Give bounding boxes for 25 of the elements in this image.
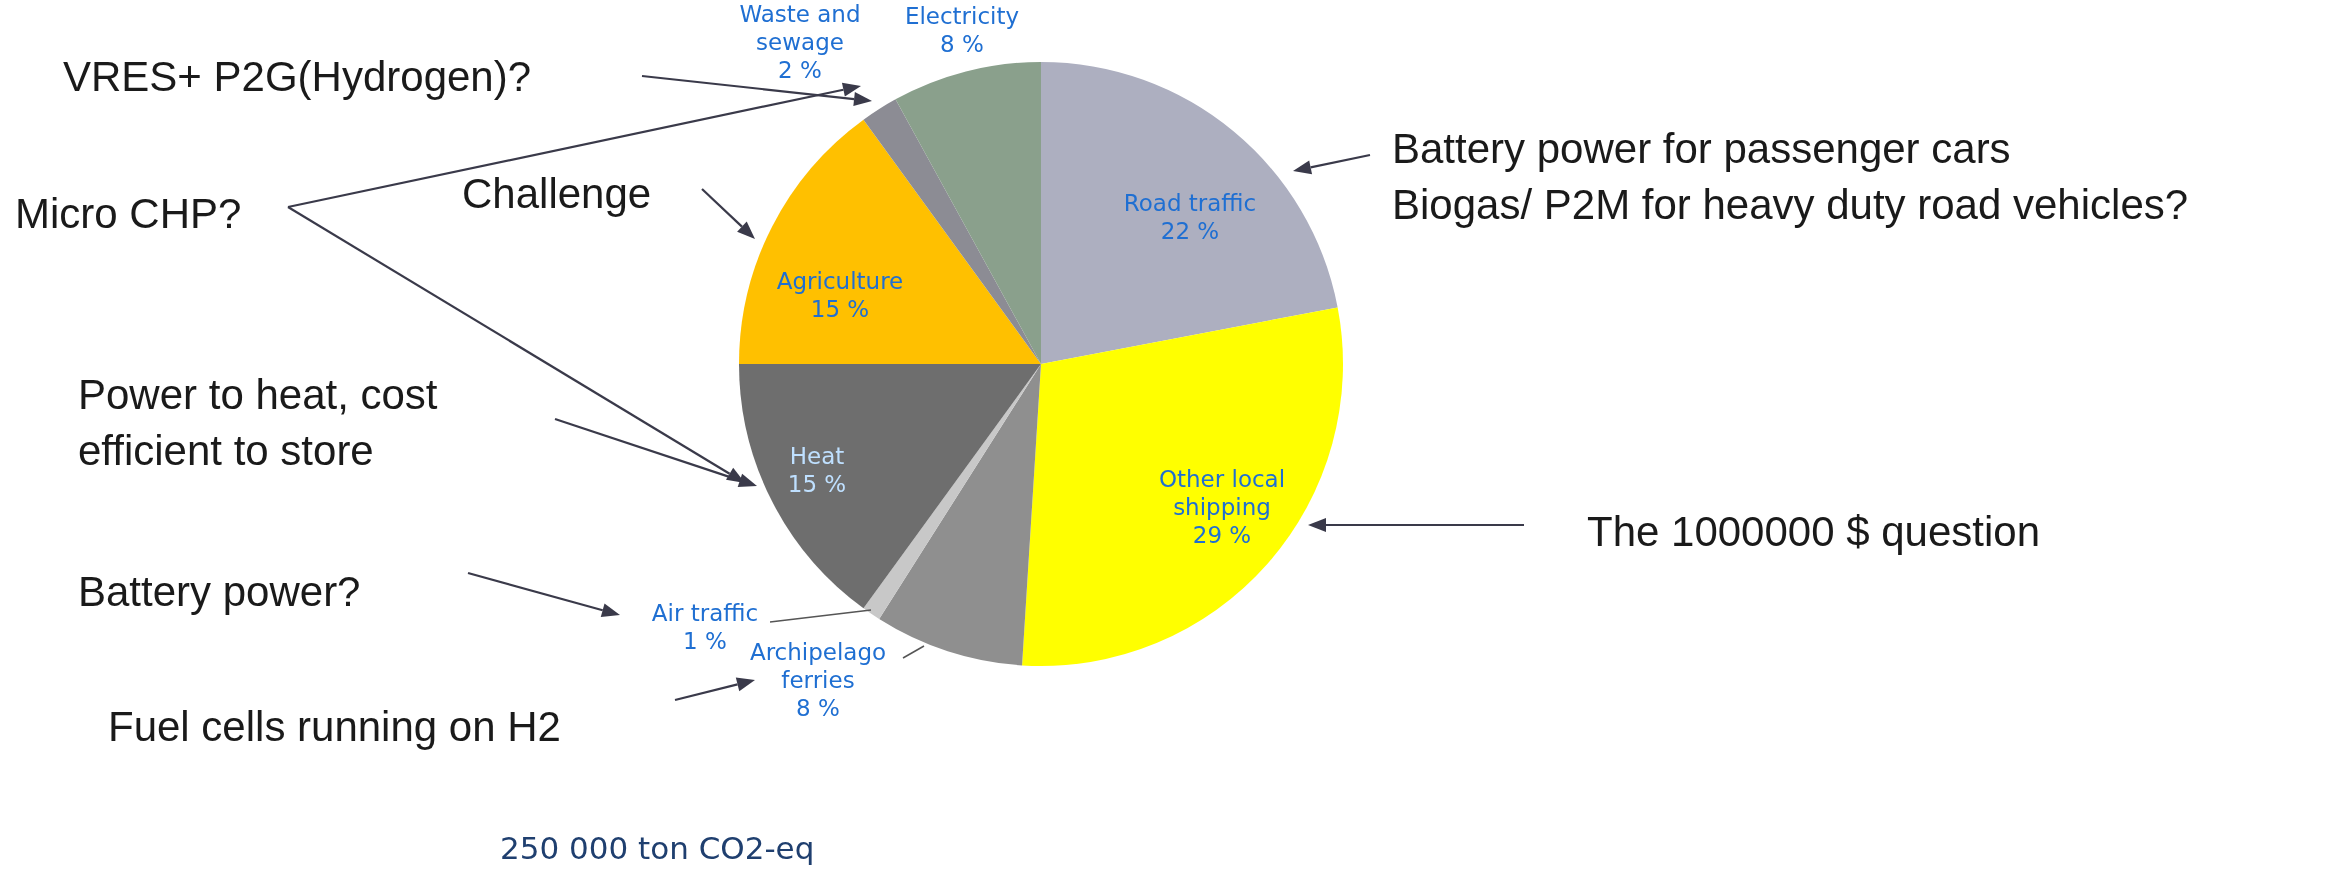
data-label: 8 %: [940, 30, 984, 57]
text: Challenge: [462, 169, 652, 219]
slice-label: Archipelago ferries: [749, 638, 887, 693]
slice-label: Electricity: [904, 2, 1020, 29]
slice-label: Waste and sewage: [739, 0, 861, 55]
slice-label: Other local shipping: [1158, 465, 1286, 520]
data-label: 29 %: [1192, 521, 1252, 548]
data-label: 2 %: [778, 56, 822, 83]
data-label: 1 %: [683, 627, 727, 654]
slice-label: Agriculture: [776, 267, 904, 294]
text: VRES+ P2G(Hydrogen)?: [63, 52, 532, 102]
slice-label: Air traffic: [651, 599, 759, 626]
text: Battery power?: [78, 567, 361, 617]
data-label: 8 %: [796, 694, 840, 721]
text: The 1000000 $ question: [1587, 507, 2041, 557]
text: Micro CHP?: [15, 189, 242, 239]
data-label: 15 %: [787, 470, 847, 497]
text: Power to heat, cost efficient to store: [78, 370, 438, 476]
slice-label: Road traffic: [1123, 189, 1257, 216]
text: Battery power for passenger cars Biogas/ P2M for heavy duty road vehicles?: [1392, 124, 2189, 230]
text: 250 000 ton CO2-eq: [500, 830, 815, 866]
data-label: 22 %: [1160, 217, 1220, 244]
slice-label: Heat: [789, 442, 845, 469]
data-label: 15 %: [810, 295, 870, 322]
text: Fuel cells running on H2: [108, 702, 561, 752]
